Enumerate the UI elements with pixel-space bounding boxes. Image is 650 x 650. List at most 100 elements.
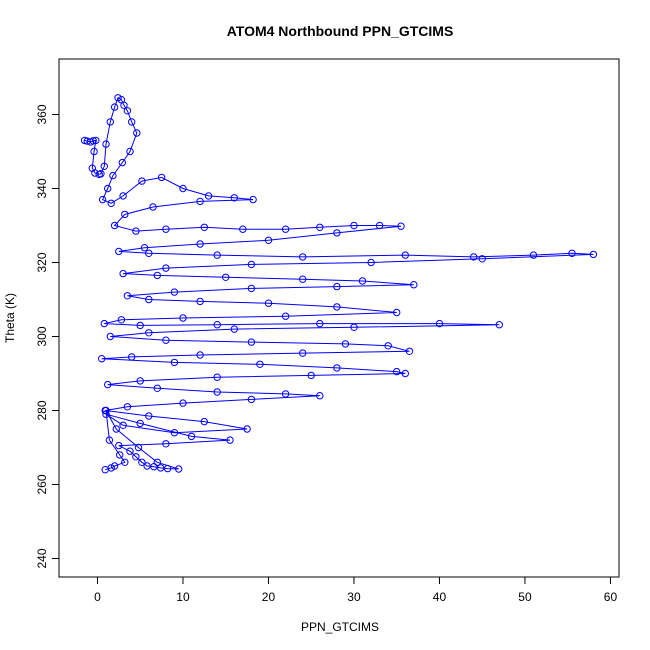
data-point (123, 292, 132, 300)
data-point (162, 225, 170, 233)
data-point (350, 221, 358, 230)
data-point (316, 223, 324, 232)
data-point (153, 271, 162, 280)
y-tick-label: 240 (35, 548, 49, 568)
data-point (123, 403, 132, 411)
data-point (162, 336, 170, 344)
data-point (204, 192, 213, 200)
data-point (299, 275, 307, 283)
data-point (170, 358, 179, 367)
data-point (247, 260, 256, 269)
y-tick-label: 260 (35, 474, 49, 494)
data-point (393, 308, 401, 317)
plot-frame (58, 58, 620, 578)
data-point (107, 199, 115, 208)
data-point (149, 203, 157, 211)
data-point (170, 429, 179, 437)
x-tick-label: 60 (604, 590, 618, 604)
data-point (119, 192, 127, 200)
data-point (136, 321, 144, 330)
data-point (264, 236, 273, 245)
data-point (106, 332, 115, 341)
data-point (247, 338, 256, 346)
data-point (119, 269, 127, 278)
data-point (157, 173, 166, 182)
data-point (333, 364, 341, 372)
data-point (384, 342, 392, 350)
data-point (157, 464, 165, 472)
data-point (222, 273, 230, 281)
data-point (529, 251, 538, 259)
data-point (333, 229, 341, 237)
data-point (478, 255, 486, 263)
data-point (230, 194, 239, 202)
data-point (435, 319, 444, 328)
series-line (84, 97, 594, 471)
data-point (213, 251, 221, 259)
data-point (196, 240, 204, 248)
data-point (175, 465, 183, 473)
data-point (98, 195, 107, 204)
data-point (102, 410, 110, 418)
data-point (170, 288, 179, 296)
data-point (102, 140, 110, 148)
data-point (109, 171, 117, 180)
data-point (162, 264, 170, 272)
data-point (121, 210, 129, 219)
data-point (115, 247, 123, 256)
x-tick-label: 10 (176, 590, 190, 604)
data-point (375, 221, 384, 230)
data-point (350, 323, 358, 331)
data-point (401, 251, 409, 259)
data-point (196, 297, 204, 306)
data-point (136, 377, 144, 385)
data-point (187, 432, 196, 441)
data-point (299, 349, 307, 357)
data-point (281, 312, 290, 320)
data-point (120, 101, 128, 110)
data-point (123, 107, 132, 115)
y-tick-label: 340 (35, 178, 49, 198)
data-point (101, 466, 109, 474)
data-point (136, 419, 144, 428)
data-point (126, 447, 134, 455)
data-point (397, 222, 405, 230)
data-point (333, 303, 341, 311)
data-point (98, 355, 106, 363)
data-point (138, 177, 146, 185)
data-point (179, 314, 187, 322)
data-point (316, 319, 324, 328)
data-point (226, 436, 234, 444)
chart-title: ATOM4 Northbound PPN_GTCIMS (227, 23, 454, 39)
data-point (138, 458, 146, 466)
x-axis: 0 10 20 30 40 50 60 (94, 576, 618, 604)
data-point (247, 395, 256, 404)
data-point (132, 453, 140, 461)
data-point (102, 406, 110, 415)
x-tick-label: 50 (518, 590, 532, 604)
data-point (196, 351, 204, 359)
data-point (145, 249, 153, 258)
x-tick-label: 30 (347, 590, 361, 604)
x-tick-label: 0 (94, 590, 101, 604)
data-point (132, 227, 140, 235)
data-point (162, 440, 170, 448)
data-point (179, 184, 187, 193)
data-point (256, 360, 264, 368)
data-point (105, 436, 114, 444)
x-axis-label: PPN_GTCIMS (301, 620, 379, 634)
data-point (230, 325, 239, 333)
x-tick-label: 40 (433, 590, 447, 604)
data-point (307, 371, 315, 380)
data-point (116, 451, 124, 459)
data-point (92, 136, 100, 145)
data-point (112, 425, 121, 433)
data-point (104, 380, 112, 389)
data-point (128, 118, 136, 126)
data-point (153, 384, 162, 392)
data-point (163, 464, 172, 473)
data-point (213, 321, 221, 329)
data-point (133, 129, 141, 137)
data-point (239, 225, 247, 233)
data-point (213, 388, 221, 396)
